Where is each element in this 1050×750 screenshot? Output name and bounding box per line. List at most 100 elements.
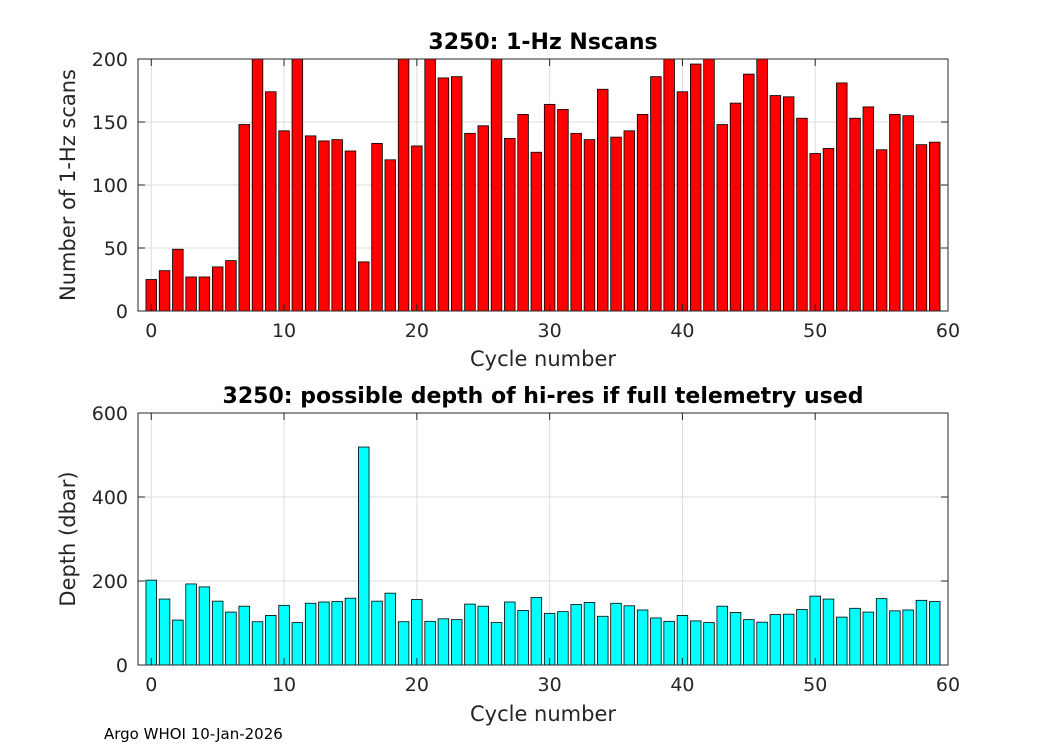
- bar-nscans-cycle-20: [411, 145, 423, 312]
- chart-panel-nscans: 0 10 20 30 40 50 60 0 50 100 150 200 3250: 1-Hz Nsc…: [56, 30, 960, 371]
- bar-depth-cycle-28: [517, 610, 529, 666]
- x-tick-label: 60: [936, 320, 960, 342]
- x-tick-label: 10: [272, 674, 296, 696]
- bar-depth-cycle-18: [384, 592, 397, 666]
- x-tick-label: 40: [670, 674, 694, 696]
- bar-depth-cycle-15: [344, 597, 357, 666]
- bar-nscans-cycle-57: [902, 115, 914, 312]
- bar-nscans-cycle-35: [610, 136, 622, 312]
- x-tick-label: 10: [272, 320, 296, 342]
- bar-nscans-cycle-12: [304, 135, 317, 312]
- bar-nscans-cycle-14: [331, 139, 343, 312]
- bar-nscans-cycle-55: [875, 149, 888, 312]
- bar-nscans-cycle-37: [636, 114, 649, 312]
- bar-depth-cycle-55: [875, 598, 888, 666]
- bar-nscans-cycle-51: [822, 148, 835, 312]
- bar-nscans-cycle-10: [278, 130, 290, 312]
- bar-nscans-cycle-40: [676, 91, 689, 312]
- bar-nscans-cycle-58: [915, 144, 928, 312]
- bar-nscans-cycle-4: [198, 276, 211, 312]
- bar-nscans-cycle-7: [238, 124, 250, 312]
- x-tick-label: 60: [936, 674, 960, 696]
- bar-depth-cycle-5: [211, 600, 224, 666]
- bars-nscans: [145, 58, 941, 312]
- bar-nscans-cycle-44: [729, 102, 742, 312]
- bar-depth-cycle-21: [424, 620, 436, 666]
- bar-nscans-cycle-47: [769, 95, 782, 312]
- chart-title-nscans: 3250: 1-Hz Nscans: [428, 30, 657, 55]
- bar-depth-cycle-8: [251, 621, 264, 666]
- bar-nscans-cycle-48: [782, 96, 795, 312]
- y-tick-label: 100: [92, 175, 128, 197]
- axes-box-depth: [137, 412, 949, 666]
- bar-depth-cycle-40: [676, 615, 689, 666]
- bar-depth-cycle-51: [822, 598, 835, 666]
- x-axis-label-nscans: Cycle number: [470, 347, 616, 371]
- bar-depth-cycle-41: [689, 620, 702, 666]
- bar-nscans-cycle-3: [185, 276, 197, 312]
- bar-nscans-cycle-36: [623, 130, 636, 312]
- bar-depth-cycle-30: [543, 612, 556, 666]
- x-tick-label: 0: [145, 320, 157, 342]
- bar-depth-cycle-11: [291, 622, 304, 666]
- bar-depth-cycle-48: [782, 613, 795, 666]
- bar-depth-cycle-26: [490, 622, 503, 666]
- bar-nscans-cycle-9: [265, 91, 277, 312]
- bar-depth-cycle-32: [570, 604, 582, 666]
- bar-depth-cycle-59: [929, 601, 941, 666]
- bar-nscans-cycle-54: [862, 106, 875, 312]
- bar-nscans-cycle-19: [397, 58, 410, 312]
- bar-depth-cycle-52: [836, 616, 848, 666]
- bar-depth-cycle-1: [158, 598, 171, 666]
- bar-depth-cycle-0: [145, 579, 157, 666]
- bar-nscans-cycle-24: [464, 132, 476, 312]
- bar-depth-cycle-29: [530, 596, 543, 666]
- chart-title-depth: 3250: possible depth of hi-res if full t…: [223, 384, 864, 409]
- x-tick-label: 30: [538, 320, 562, 342]
- bar-nscans-cycle-22: [437, 77, 450, 312]
- bar-depth-cycle-53: [849, 607, 861, 666]
- bar-depth-cycle-35: [610, 602, 622, 666]
- bar-nscans-cycle-41: [689, 63, 702, 312]
- bar-depth-cycle-45: [743, 619, 755, 666]
- y-tick-label: 0: [116, 301, 128, 323]
- bar-depth-cycle-27: [504, 601, 516, 666]
- bar-depth-cycle-3: [185, 583, 197, 666]
- bar-nscans-cycle-45: [743, 73, 755, 312]
- bar-nscans-cycle-34: [597, 88, 609, 312]
- bar-nscans-cycle-52: [836, 82, 848, 312]
- bar-depth-cycle-4: [198, 586, 211, 666]
- bar-depth-cycle-12: [304, 602, 317, 666]
- bar-depth-cycle-9: [265, 615, 277, 666]
- y-tick-label: 50: [104, 238, 128, 260]
- bar-nscans-cycle-59: [929, 141, 941, 312]
- bar-depth-cycle-44: [729, 612, 742, 666]
- x-axis-label-depth: Cycle number: [470, 702, 616, 726]
- bar-depth-cycle-17: [371, 600, 383, 666]
- bar-depth-cycle-37: [636, 609, 649, 666]
- bar-nscans-cycle-39: [663, 58, 675, 312]
- y-tick-label: 150: [92, 112, 128, 134]
- bar-nscans-cycle-56: [889, 114, 901, 312]
- x-tick-label: 50: [803, 674, 827, 696]
- bar-depth-cycle-6: [225, 611, 237, 666]
- footer-credit: Argo WHOI 10-Jan-2026: [104, 725, 283, 743]
- bars-depth: [145, 446, 941, 666]
- bar-depth-cycle-33: [583, 602, 596, 666]
- y-tick-label: 0: [116, 655, 128, 677]
- bar-nscans-cycle-49: [796, 117, 808, 312]
- bar-nscans-cycle-16: [358, 261, 370, 312]
- bar-depth-cycle-49: [796, 609, 808, 666]
- bar-nscans-cycle-28: [517, 114, 529, 312]
- bar-nscans-cycle-2: [172, 248, 184, 312]
- bar-nscans-cycle-18: [384, 159, 397, 312]
- bar-depth-cycle-19: [397, 621, 410, 666]
- x-tick-label: 30: [538, 674, 562, 696]
- bar-nscans-cycle-13: [318, 140, 330, 312]
- bar-depth-cycle-13: [318, 601, 330, 666]
- bar-depth-cycle-47: [769, 614, 782, 666]
- bar-depth-cycle-10: [278, 604, 290, 666]
